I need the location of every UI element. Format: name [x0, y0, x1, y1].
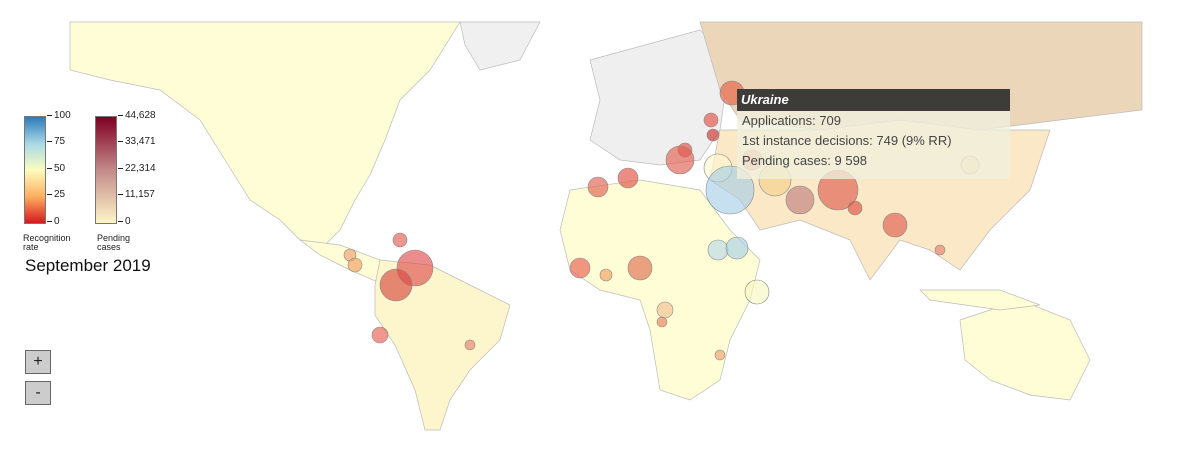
country-bubble[interactable] [665, 145, 695, 175]
tooltip-applications: Applications: 709 [742, 113, 842, 128]
rr-tick: 100 [47, 111, 71, 121]
recognition-rate-scale [24, 116, 46, 224]
pc-tick: 33,471 [118, 137, 156, 147]
rr-tick: 0 [47, 217, 60, 227]
period-label: September 2019 [25, 256, 151, 275]
country-bubble[interactable] [347, 257, 363, 273]
indonesia [919, 289, 1041, 311]
zoom-in-button[interactable]: + [25, 350, 51, 374]
country-bubble[interactable] [569, 257, 591, 279]
country-bubble[interactable] [725, 236, 749, 260]
country-bubble[interactable] [379, 268, 413, 302]
country-bubble[interactable] [934, 244, 946, 256]
greenland [459, 21, 541, 71]
country-bubble[interactable] [587, 176, 609, 198]
country-bubble[interactable] [464, 339, 476, 351]
zoom-out-button[interactable]: - [25, 381, 51, 405]
country-tooltip: Ukraine Applications: 709 1st instance d… [737, 89, 1010, 179]
country-bubble[interactable] [627, 255, 653, 281]
country-bubble[interactable] [599, 268, 613, 282]
country-bubble[interactable] [706, 128, 720, 142]
tooltip-pending: Pending cases: 9 598 [742, 153, 868, 168]
pc-tick: 44,628 [118, 111, 156, 121]
legend: 100 75 50 25 0 44,628 33,471 22,314 11,1… [22, 110, 202, 280]
country-bubble[interactable] [714, 349, 726, 361]
country-bubble[interactable] [371, 326, 389, 344]
country-bubble[interactable] [392, 232, 408, 248]
rr-tick: 50 [47, 164, 65, 174]
country-bubble[interactable] [707, 239, 729, 261]
country-bubble[interactable] [617, 167, 639, 189]
pc-tick: 22,314 [118, 164, 156, 174]
pending-cases-label: Pending cases [97, 233, 131, 252]
country-bubble[interactable] [744, 279, 770, 305]
pc-tick: 0 [118, 217, 131, 227]
country-bubble[interactable] [703, 112, 719, 128]
australia [959, 299, 1091, 401]
country-bubble[interactable] [656, 301, 674, 319]
tooltip-country: Ukraine [737, 89, 1010, 111]
country-bubble[interactable] [656, 316, 668, 328]
country-bubble[interactable] [847, 200, 863, 216]
rr-tick: 25 [47, 190, 65, 200]
south-america [374, 259, 511, 431]
pc-tick: 11,157 [118, 190, 155, 200]
recognition-rate-label: Recognition rate [23, 233, 71, 252]
country-bubble[interactable] [882, 212, 908, 238]
country-bubble[interactable] [785, 185, 815, 215]
rr-tick: 75 [47, 137, 65, 147]
pending-cases-scale [95, 116, 117, 224]
tooltip-decisions: 1st instance decisions: 749 (9% RR) [742, 133, 952, 148]
africa [559, 179, 761, 401]
